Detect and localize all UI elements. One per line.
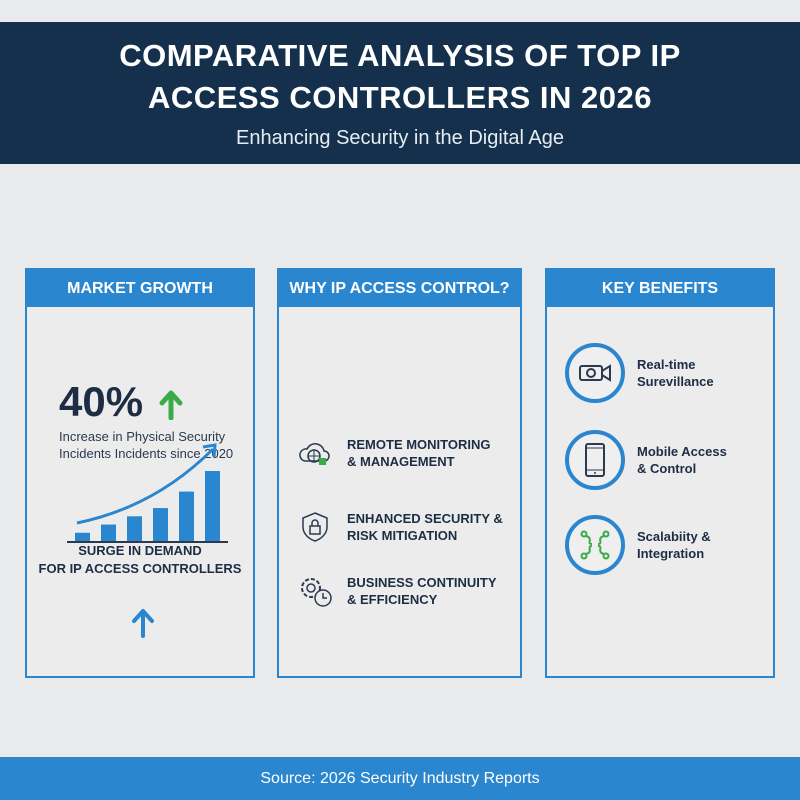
benefit-item: Scalabiity & Integration (565, 515, 711, 575)
chart-bar (127, 516, 142, 541)
chart-bar (75, 532, 90, 541)
footer-source: Source: 2026 Security Industry Reports (0, 757, 800, 800)
header-banner: COMPARATIVE ANALYSIS OF TOP IP ACCESS CON… (0, 22, 800, 164)
why-item: REMOTE MONITORING & MANAGEMENT (297, 436, 490, 470)
page-title: COMPARATIVE ANALYSIS OF TOP IP ACCESS CON… (119, 38, 681, 115)
panel-title: KEY BENEFITS (547, 270, 773, 307)
chart-bar (101, 524, 116, 541)
smartphone-icon (585, 443, 605, 477)
surge-text: SURGE IN DEMAND FOR IP ACCESS CONTROLLERS (38, 543, 242, 576)
benefit-item: Mobile Access & Control (565, 430, 727, 490)
arrow-up-icon (159, 390, 183, 421)
shield-lock-icon (302, 512, 328, 542)
market-growth-panel: MARKET GROWTH 40% Increase in Physical S… (25, 268, 255, 678)
arrow-up-icon (132, 609, 154, 638)
cloud-globe-lock-icon (299, 443, 330, 465)
video-camera-icon (579, 364, 611, 382)
key-benefits-panel: KEY BENEFITS Real-time Surevillance Mobi… (545, 268, 775, 678)
growth-chart (67, 443, 228, 543)
network-nodes-icon (580, 530, 610, 560)
panel-title: WHY IP ACCESS CONTROL? (279, 270, 520, 307)
why-ip-panel: WHY IP ACCESS CONTROL? REMOTE MONITORING… (277, 268, 522, 678)
subtitle: Enhancing Security in the Digital Age (236, 127, 564, 149)
trend-arrow (76, 447, 215, 525)
why-item: BUSINESS CONTINUITY & EFFICIENCY (297, 574, 497, 608)
stat-description: Increase in Physical Security Incidents … (59, 429, 234, 461)
chart-bar (205, 471, 220, 541)
chart-bar (153, 508, 168, 541)
stat-value: 40% (59, 378, 183, 426)
benefit-item: Real-time Surevillance (565, 343, 714, 403)
chart-bar (179, 491, 194, 541)
gear-clock-icon (301, 578, 332, 607)
panel-title: MARKET GROWTH (27, 270, 253, 307)
why-item: ENHANCED SECURITY & RISK MITIGATION (297, 510, 503, 544)
